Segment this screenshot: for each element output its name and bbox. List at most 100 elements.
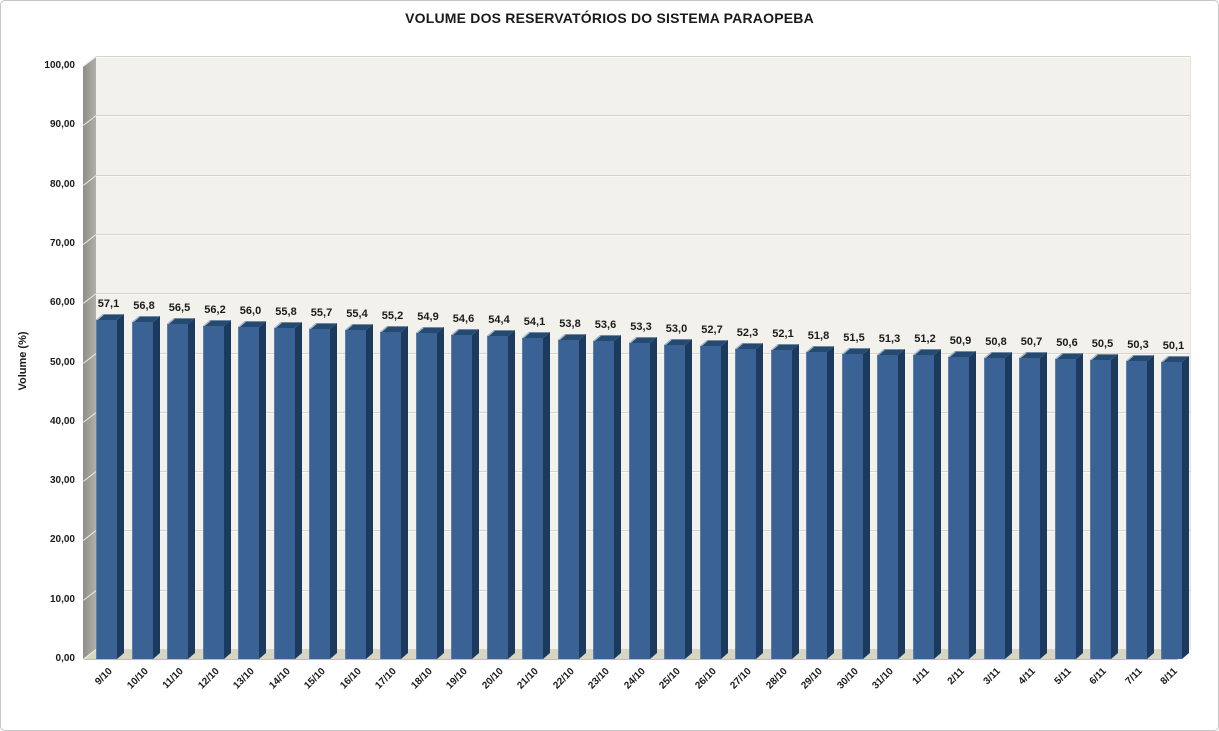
bar-side-face (791, 344, 799, 659)
bar-value-label: 51,3 (878, 332, 901, 345)
bar-value-label: 53,3 (630, 320, 652, 333)
bar-side-face (507, 330, 515, 659)
y-axis-tick-label: 0,00 (55, 653, 75, 664)
bar-side-face (685, 338, 692, 659)
bar (1125, 360, 1147, 659)
bar-side-face (1004, 351, 1012, 659)
bar-value-label: 55,7 (310, 306, 333, 319)
bar-value-label: 51,8 (807, 329, 830, 342)
bar-side-face (436, 327, 444, 659)
bar-side-face (862, 347, 870, 659)
bar (202, 325, 224, 659)
bar (486, 336, 508, 659)
bar (451, 335, 472, 659)
y-axis-tick-label: 80,00 (49, 178, 75, 190)
bar-value-label: 53,6 (594, 319, 617, 332)
bar (593, 341, 614, 659)
y-axis-tick-label: 100,00 (44, 60, 75, 71)
bar-value-label: 56,2 (204, 303, 226, 316)
bar (735, 348, 756, 659)
bar (912, 355, 934, 659)
bar-value-label: 54,4 (488, 314, 510, 327)
bar-side-face (1146, 354, 1154, 659)
bar-side-face (1111, 353, 1118, 659)
y-axis-tick-label: 90,00 (49, 119, 75, 131)
bar (167, 323, 188, 659)
bar-side-face (578, 333, 586, 659)
y-axis-tick-label: 50,00 (49, 356, 75, 368)
y-axis-tick-label: 10,00 (49, 593, 75, 605)
bar (522, 338, 543, 659)
bar (1090, 359, 1111, 659)
bar-value-label: 55,8 (275, 306, 297, 319)
bar-value-label: 50,9 (949, 335, 972, 348)
bar-side-face (152, 316, 160, 659)
bar-value-label: 54,9 (417, 311, 439, 324)
bar (770, 350, 792, 659)
bar (1054, 358, 1076, 659)
bar-value-label: 50,6 (1056, 336, 1078, 349)
bar (344, 330, 366, 659)
bar-side-face (898, 348, 905, 659)
bar-value-label: 53,8 (559, 317, 581, 330)
bar-side-face (401, 325, 408, 659)
gridline (96, 293, 1190, 294)
bar-value-label: 54,6 (452, 313, 475, 326)
bar (557, 339, 579, 659)
bar-value-label: 56,0 (239, 304, 262, 317)
gridline (96, 175, 1190, 176)
bar-side-face (756, 342, 763, 659)
bar (664, 344, 685, 659)
y-axis-tick-label: 60,00 (49, 297, 75, 309)
y-axis-tick-label: 70,00 (49, 237, 75, 249)
bar-side-face (294, 322, 302, 659)
bar (309, 328, 330, 659)
bar-side-face (614, 335, 621, 659)
bar (628, 342, 650, 659)
bar-value-label: 56,8 (133, 300, 155, 313)
bar-value-label: 50,1 (1162, 339, 1185, 352)
bar (806, 351, 827, 659)
gridline (96, 234, 1190, 235)
bar (1019, 358, 1040, 659)
bar (699, 346, 721, 659)
bar-side-face (472, 329, 479, 659)
bar-side-face (223, 319, 231, 659)
bar-value-label: 52,7 (701, 324, 723, 337)
bar (841, 353, 863, 659)
bar-value-label: 57,1 (97, 298, 120, 311)
bar-value-label: 55,4 (346, 308, 368, 321)
bar-side-face (969, 351, 976, 659)
bar-value-label: 55,2 (381, 309, 404, 322)
bar-value-label: 52,1 (772, 328, 794, 341)
bar (273, 328, 295, 659)
bar-value-label: 51,5 (843, 331, 865, 344)
bar-value-label: 53,0 (665, 322, 688, 335)
bar-side-face (365, 324, 373, 659)
bar (877, 354, 898, 659)
chart-title: VOLUME DOS RESERVATÓRIOS DO SISTEMA PARA… (405, 10, 814, 26)
bar (238, 326, 259, 659)
bar (983, 357, 1005, 659)
bar-value-label: 50,3 (1127, 338, 1149, 351)
gridline (96, 56, 1190, 57)
bar-value-label: 50,5 (1091, 337, 1114, 350)
bar-side-face (1040, 352, 1047, 659)
bar (96, 320, 117, 659)
bar-value-label: 50,8 (985, 335, 1007, 348)
bar-side-face (827, 345, 834, 659)
bar-side-face (188, 317, 195, 659)
bar (415, 333, 437, 659)
bar-side-face (1075, 352, 1083, 659)
bar (1161, 361, 1182, 659)
y-axis-tick-label: 20,00 (49, 534, 75, 546)
bar-side-face (1182, 355, 1189, 659)
bar (948, 357, 969, 659)
bar-value-label: 50,7 (1020, 336, 1043, 349)
y-axis-tick-label: 40,00 (49, 415, 75, 427)
bar-value-label: 56,5 (168, 301, 191, 314)
bar-side-face (259, 320, 266, 659)
gridline (96, 115, 1190, 116)
